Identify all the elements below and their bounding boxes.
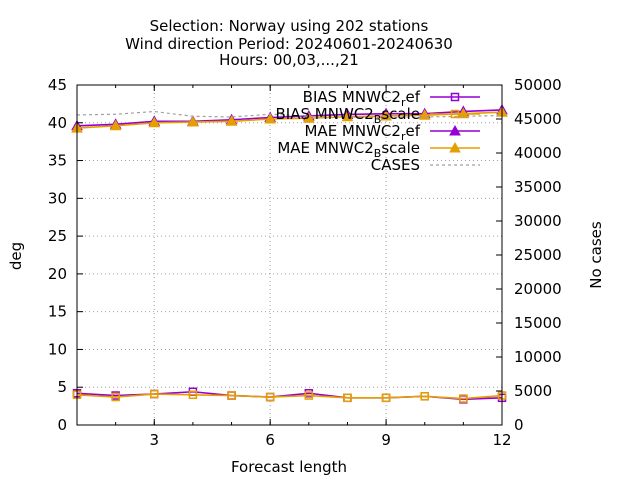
- legend-label-suffix: scale: [381, 105, 420, 123]
- data-point: [343, 393, 352, 403]
- y2-tick-label: 5000: [514, 382, 552, 400]
- legend-label: CASES: [371, 156, 420, 174]
- data-point: [150, 389, 159, 399]
- data-point: [111, 392, 120, 402]
- y2-tick-label: 20000: [514, 280, 562, 298]
- y2-tick-label: 0: [514, 416, 524, 434]
- y-axis-label: deg: [7, 242, 25, 270]
- legend-marker: [450, 92, 460, 102]
- legend-marker: [449, 124, 461, 136]
- y-tick-label: 30: [48, 189, 67, 207]
- legend-entry: MAE MNWC2Bscale: [277, 139, 480, 160]
- data-point: [188, 390, 198, 400]
- y2-tick-label: 10000: [514, 348, 562, 366]
- legend-label-subscript: B: [374, 147, 382, 160]
- y2-tick-label: 45000: [514, 110, 562, 128]
- series-line: [76, 111, 503, 129]
- y-tick-label: 5: [57, 378, 67, 396]
- legend-marker: [450, 109, 460, 119]
- y2-tick-label: 15000: [514, 314, 562, 332]
- y2-axis-label: No cases: [587, 221, 605, 289]
- y-tick-label: 10: [48, 340, 67, 358]
- series-line: [76, 393, 503, 400]
- x-tick-label: 9: [381, 431, 391, 449]
- legend-label-text: MAE MNWC2: [277, 139, 373, 157]
- x-tick-label: 6: [265, 431, 275, 449]
- legend-label-subscript: r: [401, 130, 406, 143]
- y-tick-label: 20: [48, 265, 67, 283]
- x-tick-label: 12: [492, 431, 511, 449]
- legend-label: MAE MNWC2ref: [304, 122, 420, 143]
- x-axis-label: Forecast length: [231, 458, 347, 476]
- x-tick-label: 3: [149, 431, 159, 449]
- legend-marker: [449, 141, 461, 153]
- data-point: [420, 392, 429, 401]
- legend-label-suffix: ef: [405, 122, 420, 140]
- legend-label: BIAS MNWC2ref: [303, 88, 421, 109]
- legend-entry: BIAS MNWC2Bscale: [276, 105, 480, 126]
- y2-tick-label: 30000: [514, 212, 562, 230]
- data-point: [265, 392, 275, 402]
- legend-entry: CASES: [371, 156, 480, 174]
- legend-label-suffix: ef: [405, 88, 420, 106]
- legend-label: MAE MNWC2Bscale: [277, 139, 420, 160]
- y2-tick-label: 50000: [514, 76, 562, 94]
- legend-label-text: BIAS MNWC2: [303, 88, 401, 106]
- data-point: [148, 116, 161, 128]
- title-line-3: Hours: 00,03,...,21: [219, 51, 359, 69]
- data-point: [227, 391, 236, 400]
- y-tick-label: 40: [48, 114, 67, 132]
- series-1: [72, 389, 507, 403]
- y-tick-label: 45: [48, 76, 67, 94]
- grid: [77, 85, 502, 425]
- legend-label-text: MAE MNWC2: [304, 122, 400, 140]
- axis-ticks: 3 6 9 1205101520253035404505000100001500020…: [48, 76, 562, 449]
- y-tick-label: 25: [48, 227, 67, 245]
- y2-tick-label: 25000: [514, 246, 562, 264]
- legend-label-text: CASES: [371, 156, 420, 174]
- y2-tick-label: 40000: [514, 144, 562, 162]
- legend-label-subscript: B: [374, 113, 382, 126]
- y-tick-label: 35: [48, 152, 67, 170]
- y-tick-label: 15: [48, 303, 67, 321]
- data-point: [225, 115, 238, 126]
- legend-label: BIAS MNWC2Bscale: [276, 105, 420, 126]
- series-line: [76, 110, 503, 119]
- title-line-1: Selection: Norway using 202 stations: [150, 17, 429, 35]
- legend-entry: MAE MNWC2ref: [304, 122, 480, 143]
- data-point: [341, 110, 354, 122]
- series-layer: [71, 103, 508, 404]
- data-point: [304, 391, 314, 400]
- data-point: [302, 112, 315, 123]
- data-point: [264, 112, 277, 124]
- plot-frame: [76, 84, 503, 426]
- data-point: [187, 115, 199, 127]
- data-point: [381, 393, 391, 403]
- series-4: [76, 110, 503, 119]
- data-point: [459, 394, 468, 403]
- chart-title: Selection: Norway using 202 stations Win…: [125, 17, 453, 69]
- title-line-2: Wind direction Period: 20240601-20240630: [125, 35, 453, 53]
- y2-tick-label: 35000: [514, 178, 562, 196]
- legend-label-text: BIAS MNWC2: [276, 105, 374, 123]
- data-point: [109, 119, 122, 131]
- y-tick-label: 0: [57, 416, 67, 434]
- legend-label-suffix: scale: [381, 139, 420, 157]
- legend-label-subscript: r: [401, 96, 406, 109]
- legend-entry: BIAS MNWC2ref: [303, 88, 480, 109]
